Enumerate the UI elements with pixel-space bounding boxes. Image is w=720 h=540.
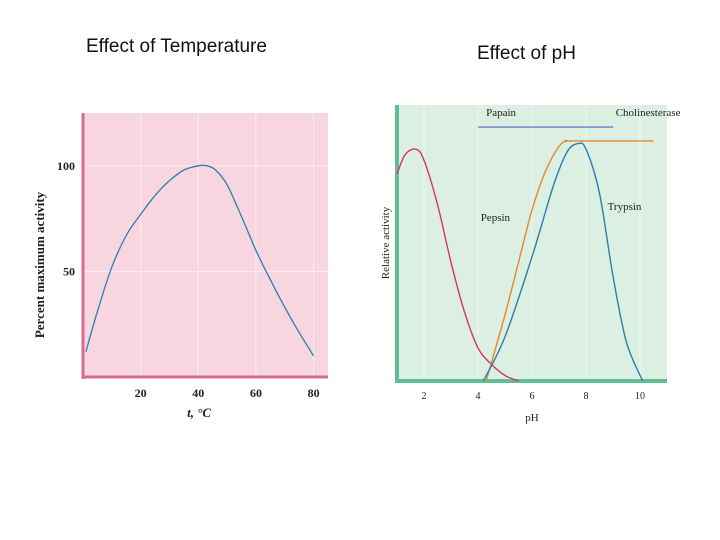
- temperature-y-tick-label: 50: [63, 264, 75, 278]
- ph-chart: 2 4 6 8 10 pH Relative activity Pepsin Cholin…: [380, 105, 681, 424]
- pepsin-line: [396, 148, 519, 382]
- ph-grid: [423, 105, 641, 381]
- ph-series-labels: Pepsin Cholinesterase Trypsin Papain: [481, 107, 681, 224]
- temperature-x-ticks: 20 40 60 80: [135, 386, 320, 400]
- pepsin-label: Pepsin: [481, 212, 511, 224]
- ph-x-axis-label: pH: [525, 412, 539, 424]
- ph-x-tick-label: 6: [530, 391, 535, 402]
- temperature-series: [85, 164, 315, 357]
- temperature-x-tick-label: 80: [308, 386, 320, 400]
- temperature-x-tick-label: 20: [135, 386, 147, 400]
- temperature-chart-title: Effect of Temperature: [86, 36, 267, 57]
- cholinesterase-label: Cholinesterase: [616, 107, 681, 119]
- temperature-plot-background: [83, 113, 328, 377]
- temperature-activity-line: [85, 164, 315, 357]
- temperature-y-ticks: 50 100: [57, 159, 75, 279]
- trypsin-line: [482, 142, 644, 382]
- ph-x-ticks: 2 4 6 8 10: [422, 391, 646, 402]
- ph-y-axis-label: Relative activity: [380, 206, 392, 279]
- temperature-x-axis-label: t, °C: [187, 405, 211, 420]
- papain-label: Papain: [486, 107, 516, 119]
- ph-x-tick-label: 8: [584, 391, 589, 402]
- temperature-y-tick-label: 100: [57, 159, 75, 173]
- temperature-y-axis-label: Percent maximum activity: [32, 191, 47, 338]
- ph-x-tick-label: 2: [422, 391, 427, 402]
- temperature-chart: 20 40 60 80 50 100 t, °C Percent maximum act…: [32, 113, 328, 420]
- temperature-x-tick-label: 60: [250, 386, 262, 400]
- temperature-x-tick-label: 40: [192, 386, 204, 400]
- ph-x-tick-label: 4: [476, 391, 481, 402]
- ph-chart-title: Effect of pH: [477, 43, 576, 64]
- ph-series: [396, 126, 654, 382]
- cholinesterase-line: [485, 139, 654, 382]
- trypsin-label: Trypsin: [608, 201, 642, 213]
- ph-x-tick-label: 10: [635, 391, 645, 402]
